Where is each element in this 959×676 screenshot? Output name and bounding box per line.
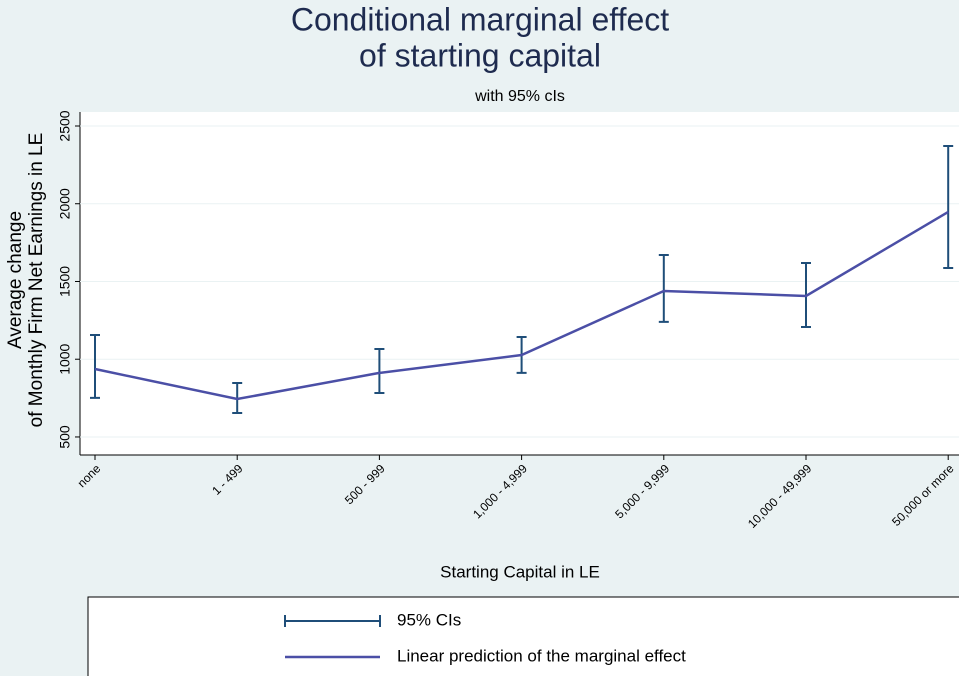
series-line <box>94 210 949 401</box>
legend <box>87 596 959 676</box>
error-bar <box>374 347 385 394</box>
y-tick-label: 2000 <box>57 188 73 219</box>
error-bar <box>943 145 954 269</box>
y-tick-label: 500 <box>57 425 73 449</box>
legend-label: 95% CIs <box>397 610 461 629</box>
legend-label: Linear prediction of the marginal effect <box>397 646 686 665</box>
y-tick-label: 2500 <box>57 110 73 141</box>
chart-subtitle: with 95% cIs <box>474 88 565 105</box>
x-axis-label: Starting Capital in LE <box>440 562 600 581</box>
y-axis-label: of Monthly Firm Net Earnings in LE <box>26 133 47 428</box>
y-tick-label: 1500 <box>57 266 73 297</box>
chart-title: Conditional marginal effect <box>291 1 669 37</box>
y-axis-label: Average change <box>5 211 26 349</box>
legend-swatch <box>284 615 381 627</box>
error-bar <box>90 333 100 399</box>
chart-title: of starting capital <box>359 37 601 73</box>
error-bar <box>658 254 669 323</box>
y-tick-label: 1000 <box>57 343 73 374</box>
